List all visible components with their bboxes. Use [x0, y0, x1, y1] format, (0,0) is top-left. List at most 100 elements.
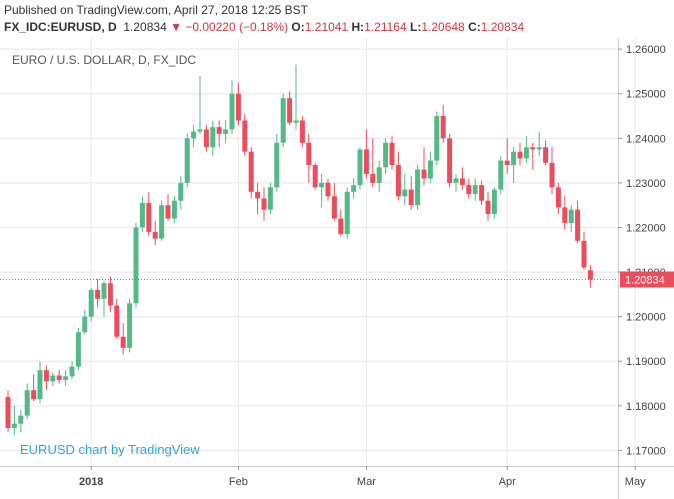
candle-body — [255, 191, 261, 199]
candle-body — [210, 127, 216, 148]
candle-body — [395, 165, 401, 197]
candle-body — [581, 240, 587, 268]
candle-body — [159, 205, 165, 239]
x-tick-label: Apr — [499, 476, 516, 488]
candle-body — [88, 289, 94, 317]
candle-body — [31, 390, 37, 400]
candle-body — [299, 120, 305, 143]
down-arrow-icon: ▼ — [170, 20, 182, 34]
candle-body — [95, 289, 101, 299]
x-tick-label: May — [625, 476, 646, 488]
candle-body — [267, 187, 273, 210]
low-label: L: — [410, 20, 422, 34]
candle-body — [408, 189, 414, 206]
candle-body — [351, 185, 357, 192]
candle-body — [568, 209, 574, 224]
candle-body — [485, 200, 491, 215]
candle-body — [274, 142, 280, 188]
candle-body — [178, 182, 184, 201]
y-tick-label: 1.17000 — [626, 445, 666, 457]
candle-body — [293, 120, 299, 123]
candle-body — [203, 129, 209, 148]
candle-body — [383, 142, 389, 168]
candle-body — [248, 151, 254, 192]
candle-body — [120, 336, 126, 348]
candle-body — [43, 370, 49, 382]
candle-body — [152, 231, 158, 239]
candlestick-chart[interactable]: 1.170001.180001.190001.200001.210001.220… — [0, 38, 674, 499]
candle-body — [11, 423, 17, 429]
candle-body — [261, 198, 267, 210]
candle-body — [223, 129, 229, 134]
candle-body — [338, 218, 344, 235]
candle-body — [536, 147, 542, 150]
candle-body — [363, 149, 369, 174]
y-tick-label: 1.23000 — [626, 178, 666, 190]
close-value: 1.20834 — [480, 20, 525, 34]
candle-body — [479, 185, 485, 201]
quote-line: FX_IDC:EURUSD, D 1.20834 ▼ −0.00220 (−0.… — [4, 20, 524, 34]
change-value: −0.00220 (−0.18%) — [185, 20, 289, 34]
candle-body — [101, 283, 107, 299]
candle-body — [242, 120, 248, 152]
candle-body — [82, 316, 88, 333]
x-tick-label: Feb — [229, 476, 248, 488]
chart-header: Published on TradingView.com, April 27, … — [0, 0, 674, 40]
candle-body — [491, 189, 497, 215]
candle-body — [50, 375, 56, 382]
candle-body — [63, 376, 69, 380]
y-tick-label: 1.19000 — [626, 356, 666, 368]
candle-body — [229, 93, 235, 130]
candle-body — [197, 129, 203, 132]
high-label: H: — [351, 20, 365, 34]
high-value: 1.21164 — [364, 20, 407, 34]
candle-body — [24, 390, 30, 416]
candle-body — [511, 151, 517, 166]
candle-body — [165, 205, 171, 219]
chart-title: EURO / U.S. DOLLAR, D, FX_IDC — [12, 53, 196, 67]
candle-body — [421, 169, 427, 179]
candle-body — [459, 178, 465, 186]
candle-body — [517, 151, 523, 159]
last-price: 1.20834 — [123, 20, 167, 34]
symbol-label: FX_IDC:EURUSD, D — [4, 20, 117, 34]
chart-watermark: EURUSD chart by TradingView — [20, 442, 200, 457]
low-value: 1.20648 — [421, 20, 465, 34]
y-tick-label: 1.18000 — [626, 401, 666, 413]
last-price-badge-label: 1.20834 — [625, 274, 665, 286]
candle-body — [402, 189, 408, 197]
candle-body — [370, 173, 376, 183]
candle-body — [440, 116, 446, 139]
y-tick-label: 1.26000 — [626, 44, 666, 56]
published-info: Published on TradingView.com, April 27, … — [4, 3, 308, 17]
x-tick-label: Mar — [357, 476, 376, 488]
candle-body — [280, 98, 286, 143]
x-tick-label: 2018 — [79, 476, 103, 488]
candle-body — [453, 178, 459, 183]
close-label: C: — [468, 20, 481, 34]
candle-body — [56, 375, 62, 380]
candle-body — [543, 147, 549, 163]
candle-body — [75, 332, 81, 367]
candle-body — [287, 98, 293, 123]
candle-body — [37, 370, 43, 400]
candle-body — [18, 415, 24, 424]
candle-body — [171, 200, 177, 219]
candle-body — [107, 283, 113, 306]
candle-body — [146, 202, 152, 232]
candle-body — [69, 366, 75, 377]
y-tick-label: 1.24000 — [626, 133, 666, 145]
candle-body — [587, 270, 593, 280]
candle-body — [434, 116, 440, 161]
candle-body — [504, 160, 510, 166]
candle-body — [216, 127, 222, 134]
candle-body — [415, 169, 421, 206]
candle-body — [344, 191, 350, 235]
last-price-badge — [620, 271, 674, 288]
candle-body — [5, 396, 11, 429]
candle-body — [114, 305, 120, 337]
candle-body — [184, 138, 190, 183]
open-label: O: — [291, 20, 305, 34]
candle-body — [325, 182, 331, 197]
candle-body — [427, 160, 433, 179]
